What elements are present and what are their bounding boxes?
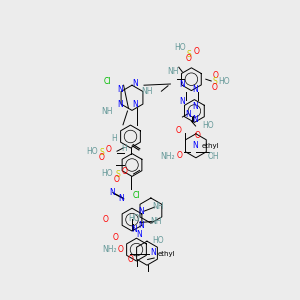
Text: O: O	[211, 83, 217, 92]
Text: OH: OH	[208, 152, 219, 161]
Text: NH: NH	[102, 106, 113, 116]
Text: O: O	[112, 232, 118, 242]
Text: HO: HO	[153, 236, 164, 245]
Text: O: O	[177, 152, 183, 160]
Text: N: N	[117, 100, 123, 109]
Text: N: N	[117, 85, 123, 94]
Text: N: N	[133, 79, 139, 88]
Text: N: N	[109, 188, 115, 197]
Text: S: S	[115, 170, 120, 179]
Text: N: N	[179, 97, 185, 106]
Text: N: N	[179, 80, 185, 89]
Text: Cl: Cl	[133, 191, 141, 200]
Text: S: S	[187, 50, 191, 58]
Text: O: O	[114, 175, 120, 184]
Text: S: S	[100, 148, 104, 157]
Text: NH: NH	[141, 87, 153, 96]
Text: O: O	[194, 131, 200, 140]
Text: N: N	[136, 230, 142, 239]
Text: O: O	[98, 153, 104, 162]
Text: H: H	[122, 144, 128, 153]
Text: O: O	[127, 255, 133, 264]
Text: N: N	[193, 116, 199, 124]
Text: O: O	[103, 214, 109, 224]
Text: O: O	[122, 167, 128, 176]
Text: NH: NH	[168, 67, 179, 76]
Text: ethyl: ethyl	[201, 143, 219, 149]
Text: N: N	[151, 248, 157, 257]
Text: HO: HO	[87, 147, 98, 156]
Text: ethyl: ethyl	[158, 251, 175, 257]
Text: N: N	[133, 100, 139, 109]
Text: HO: HO	[174, 44, 186, 52]
Text: NH: NH	[153, 202, 164, 211]
Text: N: N	[193, 141, 199, 150]
Text: O: O	[175, 126, 181, 135]
Text: HO: HO	[218, 77, 230, 86]
Text: N: N	[192, 85, 198, 94]
Text: HO: HO	[128, 214, 140, 223]
Text: S: S	[212, 77, 217, 86]
Text: O: O	[185, 54, 191, 63]
Text: NH: NH	[150, 218, 162, 226]
Text: Cl: Cl	[104, 77, 111, 86]
Text: H: H	[112, 134, 118, 143]
Text: O: O	[118, 245, 124, 254]
Text: HO: HO	[102, 169, 113, 178]
Text: N: N	[185, 110, 191, 119]
Text: O: O	[194, 46, 200, 56]
Text: NH₂: NH₂	[102, 245, 116, 254]
Text: N: N	[138, 221, 144, 230]
Text: N: N	[118, 194, 124, 203]
Text: N: N	[138, 207, 144, 216]
Text: N: N	[192, 102, 198, 111]
Text: NH₂: NH₂	[161, 152, 175, 161]
Text: O: O	[213, 71, 219, 80]
Text: HO: HO	[203, 122, 214, 130]
Text: N: N	[131, 225, 137, 234]
Text: O: O	[106, 145, 112, 154]
